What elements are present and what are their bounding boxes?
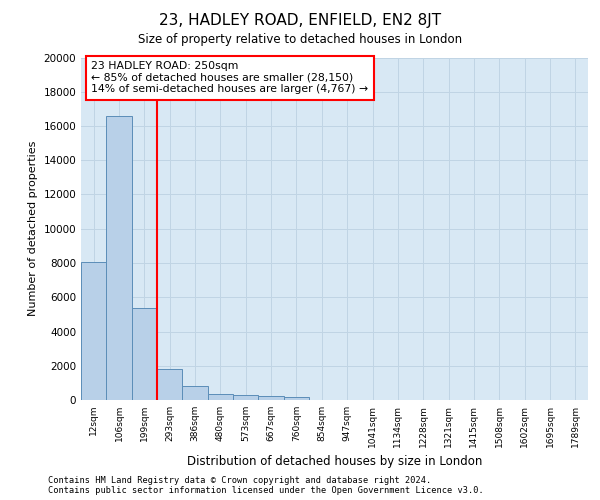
- Bar: [157, 369, 182, 400]
- Bar: [106, 116, 132, 400]
- Text: Size of property relative to detached houses in London: Size of property relative to detached ho…: [138, 32, 462, 46]
- Text: 23, HADLEY ROAD, ENFIELD, EN2 8JT: 23, HADLEY ROAD, ENFIELD, EN2 8JT: [159, 12, 441, 28]
- Text: Contains HM Land Registry data © Crown copyright and database right 2024.
Contai: Contains HM Land Registry data © Crown c…: [48, 476, 484, 495]
- Bar: [259, 396, 284, 400]
- Bar: [208, 394, 233, 400]
- Bar: [233, 396, 259, 400]
- Text: 23 HADLEY ROAD: 250sqm
← 85% of detached houses are smaller (28,150)
14% of semi: 23 HADLEY ROAD: 250sqm ← 85% of detached…: [91, 61, 368, 94]
- Bar: [284, 396, 309, 400]
- Y-axis label: Number of detached properties: Number of detached properties: [28, 141, 38, 316]
- Bar: [81, 262, 106, 400]
- Bar: [132, 308, 157, 400]
- X-axis label: Distribution of detached houses by size in London: Distribution of detached houses by size …: [187, 456, 482, 468]
- Bar: [182, 386, 208, 400]
